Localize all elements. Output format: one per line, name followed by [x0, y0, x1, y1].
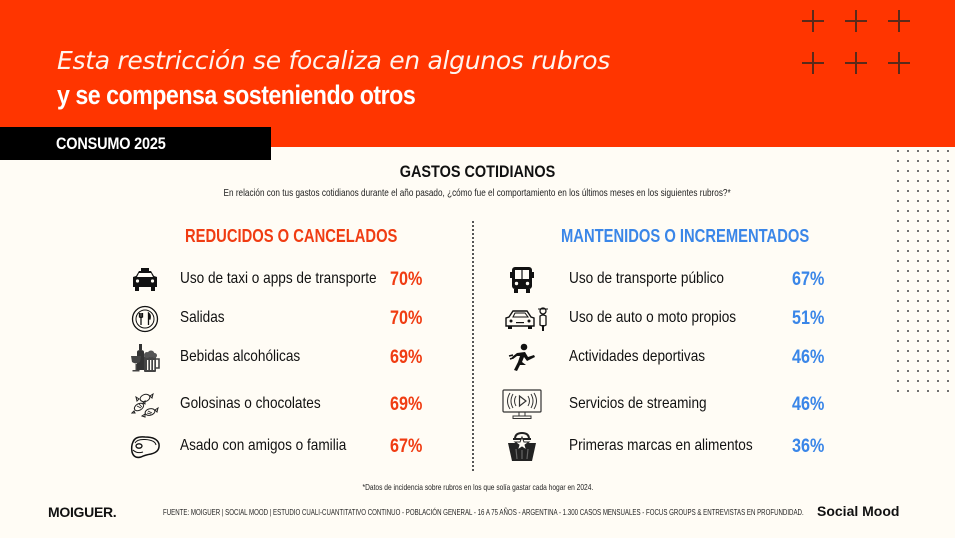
list-item: Salidas 70% [128, 304, 448, 334]
item-value: 46% [792, 347, 825, 368]
shopping-basket-icon [505, 431, 539, 462]
item-label: Servicios de streaming [569, 395, 707, 412]
item-value: 69% [390, 347, 423, 368]
item-value: 36% [792, 436, 825, 457]
dot-grid-decoration [893, 146, 955, 396]
bus-icon [505, 265, 539, 295]
runner-icon [505, 343, 539, 373]
list-item: Asado con amigos o familia 67% [128, 432, 448, 462]
item-label: Asado con amigos o familia [180, 437, 347, 454]
drinks-icon [128, 343, 162, 373]
section-title: GASTOS COTIDIANOS [0, 162, 955, 182]
candy-icon [128, 390, 162, 420]
section-subtitle: En relación con tus gastos cotidianos du… [0, 187, 955, 199]
header-banner: Esta restricción se focaliza en algunos … [0, 0, 955, 147]
plus-icon [888, 10, 910, 32]
item-label: Salidas [180, 309, 225, 326]
item-value: 51% [792, 308, 825, 329]
list-item: Golosinas o chocolates 69% [128, 390, 448, 420]
list-item: Servicios de streaming 46% [502, 389, 845, 420]
reduced-heading: REDUCIDOS O CANCELADOS [185, 226, 398, 246]
car-scooter-icon [505, 304, 551, 334]
streaming-monitor-icon [502, 389, 542, 420]
column-divider [472, 221, 474, 471]
item-label: Primeras marcas en alimentos [569, 437, 753, 454]
plus-pattern-decoration [800, 8, 920, 76]
item-value: 67% [792, 269, 825, 290]
moiguer-logo: MOIGUER. [48, 504, 117, 520]
item-label: Golosinas o chocolates [180, 395, 321, 412]
item-value: 67% [390, 436, 423, 457]
item-value: 69% [390, 394, 423, 415]
plus-icon [845, 10, 867, 32]
item-value: 46% [792, 394, 825, 415]
item-value: 70% [390, 269, 423, 290]
category-band: CONSUMO 2025 [0, 127, 271, 160]
footnote-text: *Datos de incidencia sobre rubros en los… [362, 482, 593, 492]
list-item: Uso de transporte público 67% [505, 265, 845, 295]
title-line-2: y se compensa sosteniendo otros [57, 80, 416, 110]
plate-cutlery-icon [128, 304, 162, 334]
plus-icon [802, 10, 824, 32]
item-label: Bebidas alcohólicas [180, 348, 301, 365]
item-label: Uso de transporte público [569, 270, 724, 287]
category-label: CONSUMO 2025 [56, 134, 166, 153]
maintained-heading: MANTENIDOS O INCREMENTADOS [561, 226, 810, 246]
social-mood-logo: Social Mood [817, 503, 900, 519]
title-line-1: Esta restricción se focaliza en algunos … [57, 46, 610, 75]
steak-icon [128, 432, 162, 462]
footnote: *Datos de incidencia sobre rubros en los… [0, 482, 955, 492]
list-item: Uso de auto o moto propios 51% [505, 304, 845, 334]
list-item: Actividades deportivas 46% [505, 343, 845, 373]
item-label: Uso de taxi o apps de transporte [180, 270, 377, 287]
item-value: 70% [390, 308, 423, 329]
list-item: Uso de taxi o apps de transporte 70% [128, 265, 448, 295]
taxi-icon [128, 265, 162, 295]
list-item: Primeras marcas en alimentos 36% [505, 431, 845, 462]
source-citation: FUENTE: MOIGUER | SOCIAL MOOD | ESTUDIO … [163, 507, 804, 517]
item-label: Uso de auto o moto propios [569, 309, 737, 326]
plus-icon [845, 52, 867, 74]
list-item: Bebidas alcohólicas 69% [128, 343, 448, 373]
section-title-text: GASTOS COTIDIANOS [399, 162, 556, 181]
section-subtitle-text: En relación con tus gastos cotidianos du… [223, 187, 732, 199]
plus-icon [888, 52, 910, 74]
plus-icon [802, 52, 824, 74]
item-label: Actividades deportivas [569, 348, 706, 365]
